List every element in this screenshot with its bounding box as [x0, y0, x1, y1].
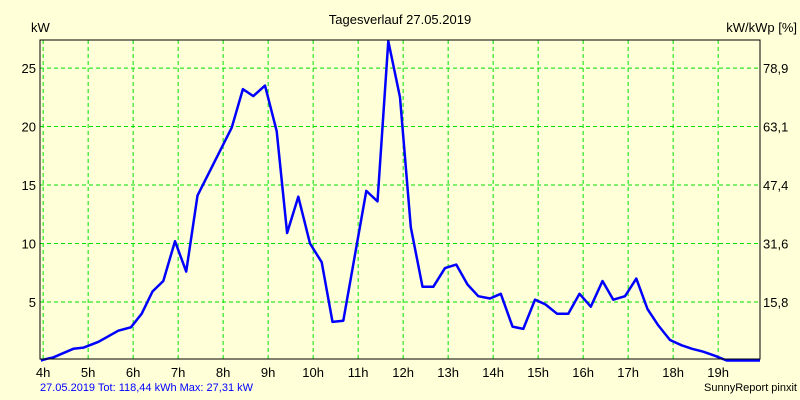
y2-tick-label: 15,8 — [763, 295, 788, 310]
x-tick-label: 12h — [392, 365, 414, 380]
y2-tick-label: 31,6 — [763, 237, 788, 252]
x-tick-label: 5h — [81, 365, 95, 380]
x-tick-label: 8h — [216, 365, 230, 380]
y2-tick-label: 47,4 — [763, 178, 788, 193]
x-tick-label: 17h — [617, 365, 639, 380]
power-series-line — [40, 39, 760, 362]
plot-frame — [39, 39, 761, 360]
x-tick-label: 18h — [662, 365, 684, 380]
x-tick-label: 15h — [527, 365, 549, 380]
x-tick-label: 7h — [171, 365, 185, 380]
y2-axis-label: kW/kWp [%] — [726, 20, 797, 35]
x-tick-label: 10h — [302, 365, 324, 380]
x-tick-label: 14h — [482, 365, 504, 380]
x-tick-label: 16h — [572, 365, 594, 380]
y-tick-label: 20 — [22, 120, 36, 135]
y-tick-label: 25 — [22, 61, 36, 76]
x-tick-label: 11h — [348, 365, 369, 380]
y-tick-label: 10 — [22, 237, 36, 252]
x-tick-label: 13h — [437, 365, 459, 380]
axis-ticks: 4h 5h 6h 7h 8h 9h 10h 11h 12h 13h 14h 15h 16h 17h 18h 1… — [22, 61, 789, 380]
y-axis-label: kW — [31, 20, 51, 35]
y2-tick-label: 63,1 — [763, 120, 788, 135]
x-tick-label: 9h — [261, 365, 275, 380]
y-tick-label: 5 — [29, 295, 36, 310]
y2-tick-label: 78,9 — [763, 61, 788, 76]
x-tick-label: 6h — [126, 365, 140, 380]
y-tick-label: 15 — [22, 178, 36, 193]
x-tick-label: 19h — [707, 365, 729, 380]
chart-title: Tagesverlauf 27.05.2019 — [329, 12, 471, 27]
credit-text: SunnyReport pinxit — [704, 382, 797, 394]
x-tick-label: 4h — [36, 365, 50, 380]
summary-text: 27.05.2019 Tot: 118,44 kWh Max: 27,31 kW — [40, 382, 253, 394]
grid — [40, 40, 760, 359]
